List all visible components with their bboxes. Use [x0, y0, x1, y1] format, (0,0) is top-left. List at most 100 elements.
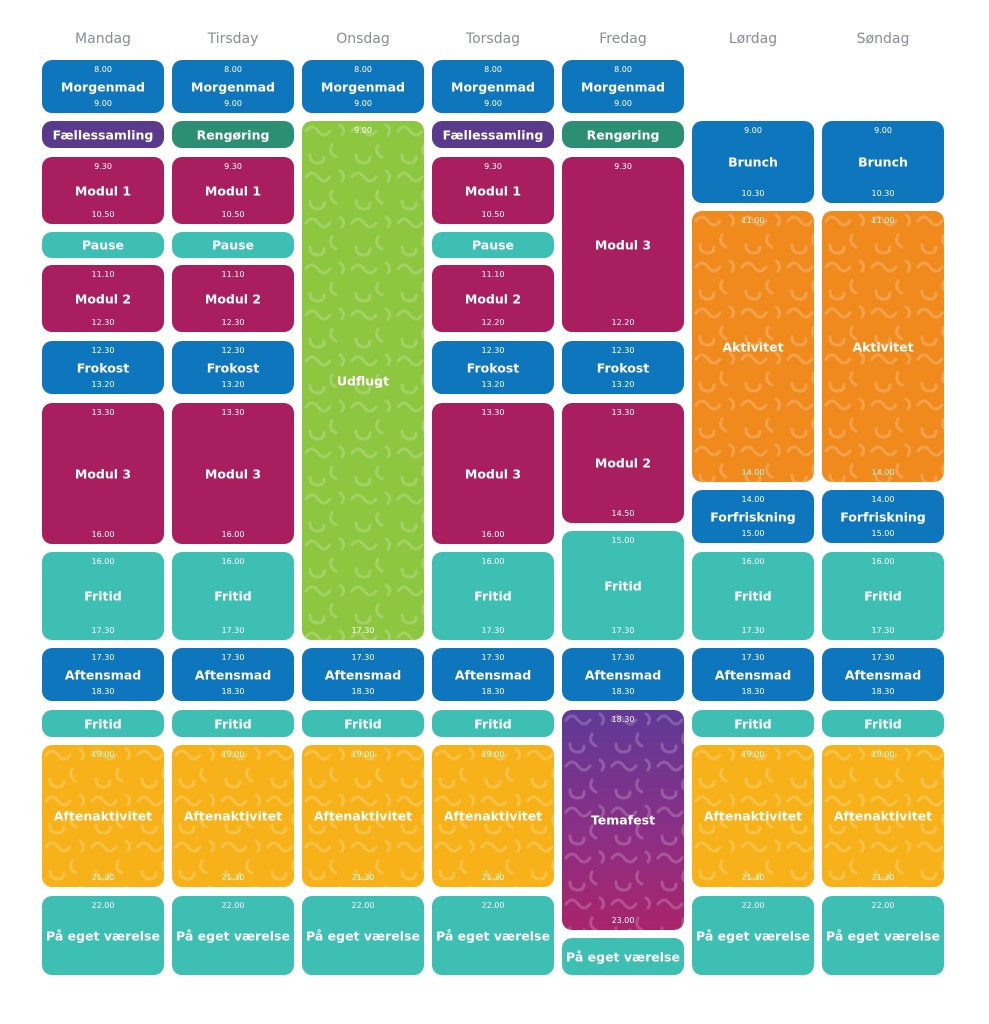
block-paa-eget-vaerelse[interactable]: 22.00 På eget værelse: [822, 896, 944, 975]
block-frokost[interactable]: 12.30 Frokost 13.20: [42, 341, 164, 394]
block-pause[interactable]: Pause: [432, 232, 554, 258]
block-modul-3[interactable]: 13.30 Modul 3 16.00: [42, 403, 164, 544]
block-frokost[interactable]: 12.30 Frokost 13.20: [562, 341, 684, 394]
block-modul-2[interactable]: 13.30 Modul 2 14.50: [562, 403, 684, 523]
start-time: 14.00: [871, 495, 895, 504]
start-time: 11.10: [221, 270, 245, 279]
block-label: Fritid: [864, 588, 902, 604]
end-time: 21.30: [351, 873, 375, 882]
block-rengoering[interactable]: Rengøring: [562, 121, 684, 148]
block-paa-eget-vaerelse[interactable]: 22.00 På eget værelse: [692, 896, 814, 975]
start-time: 19.00: [481, 750, 505, 759]
start-time: 8.00: [224, 65, 242, 74]
block-label: Fritid: [214, 716, 252, 731]
squiggle-pattern: [822, 745, 944, 887]
block-label: Brunch: [728, 154, 778, 170]
block-fritid[interactable]: 16.00 Fritid 17.30: [822, 552, 944, 640]
block-modul-3[interactable]: 13.30 Modul 3 16.00: [172, 403, 294, 544]
block-morgenmad[interactable]: 8.00 Morgenmad 9.00: [562, 60, 684, 113]
block-morgenmad[interactable]: 8.00 Morgenmad 9.00: [302, 60, 424, 113]
block-morgenmad[interactable]: 8.00 Morgenmad 9.00: [42, 60, 164, 113]
block-rengoering[interactable]: Rengøring: [172, 121, 294, 148]
block-aftensmad[interactable]: 17.30 Aftensmad 18.30: [822, 648, 944, 701]
block-aftensmad[interactable]: 17.30 Aftensmad 18.30: [432, 648, 554, 701]
end-time: 16.00: [221, 530, 245, 539]
block-fritid-evening[interactable]: Fritid: [172, 710, 294, 737]
block-label: Aftenaktivitet: [443, 808, 543, 824]
block-paa-eget-vaerelse[interactable]: 22.00 På eget værelse: [172, 896, 294, 975]
end-time: 9.00: [614, 99, 632, 108]
start-time: 9.30: [224, 162, 242, 171]
start-time: 17.30: [741, 653, 765, 662]
block-label: Forfriskning: [840, 509, 926, 524]
block-paa-eget-vaerelse[interactable]: 22.00 På eget værelse: [42, 896, 164, 975]
start-time: 17.30: [221, 653, 245, 662]
block-fritid-evening[interactable]: Fritid: [432, 710, 554, 737]
end-time: 18.30: [481, 687, 505, 696]
block-modul-1[interactable]: 9.30 Modul 1 10.50: [172, 157, 294, 224]
end-time: 12.20: [611, 318, 635, 327]
block-aftenaktivitet[interactable]: 19.00 Aftenaktivitet 21.30: [172, 745, 294, 887]
block-modul-3[interactable]: 13.30 Modul 3 16.00: [432, 403, 554, 544]
block-morgenmad[interactable]: 8.00 Morgenmad 9.00: [432, 60, 554, 113]
block-morgenmad[interactable]: 8.00 Morgenmad 9.00: [172, 60, 294, 113]
start-time: 13.30: [611, 408, 635, 417]
block-temafest[interactable]: 18.30 Temafest 23.00: [562, 710, 684, 930]
block-fritid-evening[interactable]: Fritid: [302, 710, 424, 737]
block-aktivitet[interactable]: 11.00 Aktivitet 14.00: [692, 211, 814, 482]
end-time: 10.30: [871, 189, 895, 198]
block-brunch[interactable]: 9.00 Brunch 10.30: [822, 121, 944, 203]
block-fritid-evening[interactable]: Fritid: [822, 710, 944, 737]
block-aftenaktivitet[interactable]: 19.00 Aftenaktivitet 21.30: [822, 745, 944, 887]
block-aftenaktivitet[interactable]: 19.00 Aftenaktivitet 21.30: [42, 745, 164, 887]
block-modul-1[interactable]: 9.30 Modul 1 10.50: [432, 157, 554, 224]
block-fritid[interactable]: 16.00 Fritid 17.30: [42, 552, 164, 640]
start-time: 8.00: [354, 65, 372, 74]
block-aftensmad[interactable]: 17.30 Aftensmad 18.30: [302, 648, 424, 701]
block-faellessamling[interactable]: Fællessamling: [432, 121, 554, 148]
block-fritid-evening[interactable]: Fritid: [692, 710, 814, 737]
block-paa-eget-vaerelse[interactable]: På eget værelse: [562, 938, 684, 975]
block-aftensmad[interactable]: 17.30 Aftensmad 18.30: [562, 648, 684, 701]
start-time: 9.30: [94, 162, 112, 171]
block-label: Fritid: [734, 716, 772, 731]
block-faellessamling[interactable]: Fællessamling: [42, 121, 164, 148]
block-forfriskning[interactable]: 14.00 Forfriskning 15.00: [822, 490, 944, 543]
block-aftensmad[interactable]: 17.30 Aftensmad 18.30: [172, 648, 294, 701]
block-aftensmad[interactable]: 17.30 Aftensmad 18.30: [692, 648, 814, 701]
block-frokost[interactable]: 12.30 Frokost 13.20: [172, 341, 294, 394]
start-time: 22.00: [741, 901, 765, 910]
start-time: 22.00: [351, 901, 375, 910]
block-modul-2[interactable]: 11.10 Modul 2 12.30: [172, 265, 294, 332]
block-modul-1[interactable]: 9.30 Modul 1 10.50: [42, 157, 164, 224]
block-modul-2[interactable]: 11.10 Modul 2 12.30: [42, 265, 164, 332]
block-label: Modul 3: [594, 237, 652, 252]
block-label: På eget værelse: [826, 928, 940, 943]
block-forfriskning[interactable]: 14.00 Forfriskning 15.00: [692, 490, 814, 543]
start-time: 19.00: [221, 750, 245, 759]
block-pause[interactable]: Pause: [172, 232, 294, 258]
block-fritid[interactable]: 16.00 Fritid 17.30: [172, 552, 294, 640]
block-frokost[interactable]: 12.30 Frokost 13.20: [432, 341, 554, 394]
block-pause[interactable]: Pause: [42, 232, 164, 258]
block-paa-eget-vaerelse[interactable]: 22.00 På eget værelse: [432, 896, 554, 975]
block-udflugt[interactable]: 9.00 Udflugt 17.30: [302, 121, 424, 640]
block-label: Aftenaktivitet: [183, 808, 283, 824]
block-modul-2[interactable]: 11.10 Modul 2 12.20: [432, 265, 554, 332]
block-aftensmad[interactable]: 17.30 Aftensmad 18.30: [42, 648, 164, 701]
block-aftenaktivitet[interactable]: 19.00 Aftenaktivitet 21.30: [692, 745, 814, 887]
block-label: Aftensmad: [584, 667, 662, 682]
block-fritid[interactable]: 15.00 Fritid 17.30: [562, 531, 684, 640]
block-fritid[interactable]: 16.00 Fritid 17.30: [692, 552, 814, 640]
block-aftenaktivitet[interactable]: 19.00 Aftenaktivitet 21.30: [302, 745, 424, 887]
block-aftenaktivitet[interactable]: 19.00 Aftenaktivitet 21.30: [432, 745, 554, 887]
squiggle-pattern: [302, 121, 424, 640]
block-fritid-evening[interactable]: Fritid: [42, 710, 164, 737]
block-label: Modul 3: [464, 466, 522, 481]
block-paa-eget-vaerelse[interactable]: 22.00 På eget værelse: [302, 896, 424, 975]
block-modul-3[interactable]: 9.30 Modul 3 12.20: [562, 157, 684, 332]
end-time: 23.00: [611, 916, 635, 925]
block-fritid[interactable]: 16.00 Fritid 17.30: [432, 552, 554, 640]
block-aktivitet[interactable]: 11.00 Aktivitet 14.00: [822, 211, 944, 482]
block-brunch[interactable]: 9.00 Brunch 10.30: [692, 121, 814, 203]
